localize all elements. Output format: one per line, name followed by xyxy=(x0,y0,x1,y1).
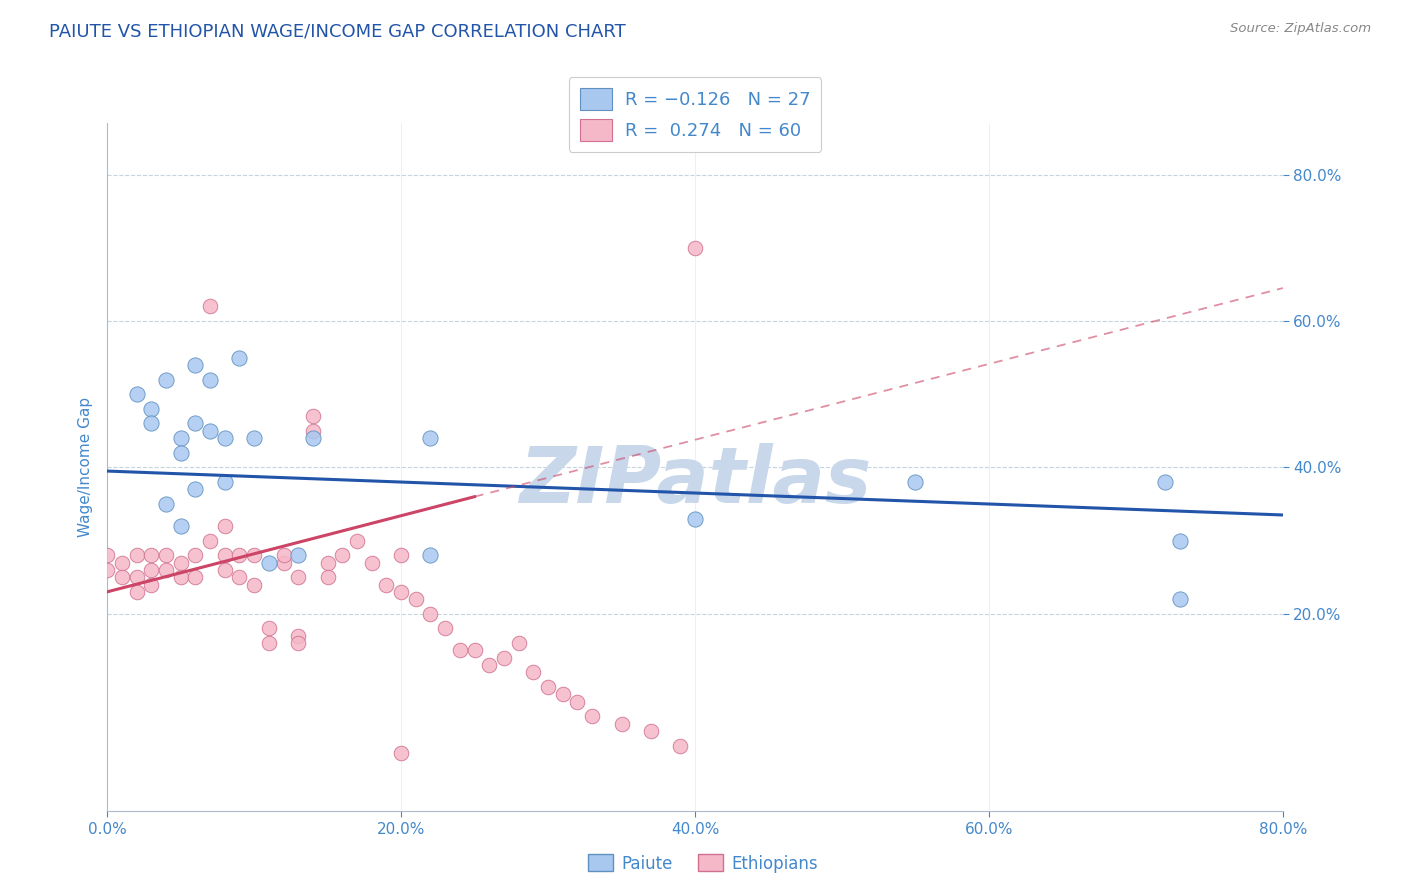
Point xyxy=(287,570,309,584)
Point xyxy=(141,417,163,431)
Point xyxy=(155,548,177,562)
Point xyxy=(683,241,706,255)
Point xyxy=(155,373,177,387)
Point xyxy=(273,556,295,570)
Point xyxy=(214,519,236,533)
Point xyxy=(184,483,207,497)
Point xyxy=(169,446,191,460)
Point xyxy=(492,650,515,665)
Point xyxy=(169,570,191,584)
Point xyxy=(389,585,412,599)
Point xyxy=(669,739,692,753)
Point xyxy=(610,716,633,731)
Point xyxy=(243,431,266,445)
Point xyxy=(316,556,339,570)
Point xyxy=(125,585,148,599)
Point xyxy=(111,570,134,584)
Point xyxy=(214,431,236,445)
Point xyxy=(111,556,134,570)
Point xyxy=(169,556,191,570)
Point xyxy=(302,409,325,424)
Point xyxy=(141,577,163,591)
Point xyxy=(155,563,177,577)
Point xyxy=(257,636,280,650)
Point xyxy=(198,299,221,313)
Point xyxy=(287,636,309,650)
Point xyxy=(464,643,486,657)
Point xyxy=(243,548,266,562)
Text: ZIPatlas: ZIPatlas xyxy=(519,443,872,519)
Point xyxy=(184,417,207,431)
Point xyxy=(184,358,207,372)
Point xyxy=(1168,592,1191,607)
Point xyxy=(287,548,309,562)
Legend: Paiute, Ethiopians: Paiute, Ethiopians xyxy=(582,847,824,880)
Point xyxy=(478,658,501,673)
Point xyxy=(155,497,177,511)
Point xyxy=(419,607,441,621)
Point xyxy=(419,548,441,562)
Point xyxy=(640,723,662,738)
Point xyxy=(346,533,368,548)
Point xyxy=(198,533,221,548)
Point xyxy=(405,592,427,607)
Point xyxy=(904,475,927,489)
Point xyxy=(228,548,250,562)
Point xyxy=(1168,533,1191,548)
Point xyxy=(1154,475,1177,489)
Point xyxy=(184,548,207,562)
Point xyxy=(214,563,236,577)
Point xyxy=(302,431,325,445)
Point xyxy=(389,746,412,760)
Point xyxy=(198,424,221,438)
Legend: R = −0.126   N = 27, R =  0.274   N = 60: R = −0.126 N = 27, R = 0.274 N = 60 xyxy=(569,78,821,153)
Point xyxy=(96,563,118,577)
Text: Source: ZipAtlas.com: Source: ZipAtlas.com xyxy=(1230,22,1371,36)
Point xyxy=(567,695,589,709)
Point xyxy=(228,570,250,584)
Point xyxy=(330,548,353,562)
Point xyxy=(537,680,560,694)
Point xyxy=(449,643,471,657)
Point xyxy=(316,570,339,584)
Point xyxy=(184,570,207,584)
Point xyxy=(257,556,280,570)
Point xyxy=(302,424,325,438)
Point xyxy=(508,636,530,650)
Point xyxy=(141,563,163,577)
Point xyxy=(434,622,457,636)
Point xyxy=(214,548,236,562)
Point xyxy=(273,548,295,562)
Point xyxy=(141,548,163,562)
Point xyxy=(389,548,412,562)
Point xyxy=(243,577,266,591)
Point xyxy=(198,373,221,387)
Point xyxy=(125,387,148,401)
Y-axis label: Wage/Income Gap: Wage/Income Gap xyxy=(79,397,93,538)
Point xyxy=(360,556,382,570)
Point xyxy=(257,622,280,636)
Point xyxy=(375,577,398,591)
Point xyxy=(169,519,191,533)
Point xyxy=(287,629,309,643)
Point xyxy=(522,665,544,680)
Point xyxy=(141,401,163,416)
Point xyxy=(125,548,148,562)
Point xyxy=(683,511,706,525)
Point xyxy=(214,475,236,489)
Point xyxy=(228,351,250,365)
Point xyxy=(581,709,603,723)
Point xyxy=(96,548,118,562)
Point xyxy=(125,570,148,584)
Text: PAIUTE VS ETHIOPIAN WAGE/INCOME GAP CORRELATION CHART: PAIUTE VS ETHIOPIAN WAGE/INCOME GAP CORR… xyxy=(49,22,626,40)
Point xyxy=(419,431,441,445)
Point xyxy=(551,687,574,701)
Point xyxy=(169,431,191,445)
